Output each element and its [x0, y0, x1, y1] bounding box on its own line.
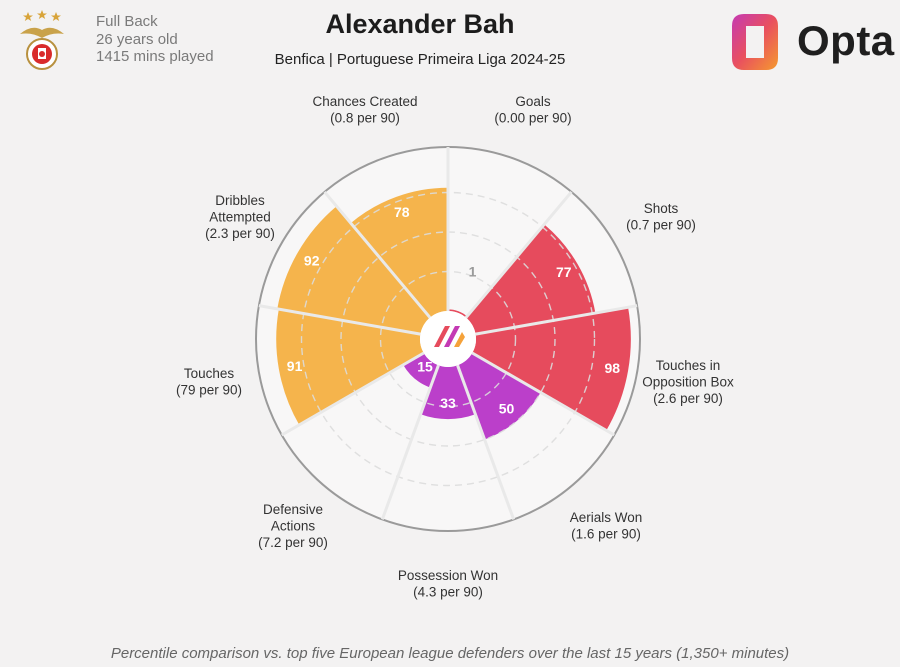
- club-league-subtitle: Benfica | Portuguese Primeira Liga 2024-…: [274, 51, 566, 68]
- sector-divider: [280, 351, 425, 437]
- sector-divider: [475, 304, 638, 336]
- metric-label-line: (7.2 per 90): [258, 535, 328, 550]
- metric-label-line: Aerials Won: [570, 510, 643, 525]
- opta-logo: [732, 14, 778, 70]
- sector-divider: [258, 304, 421, 336]
- metric-label-line: (1.6 per 90): [571, 527, 641, 542]
- metric-label-line: Shots: [644, 201, 679, 216]
- metric-label: Goals (0.00 per 90): [494, 94, 571, 126]
- value-label: 1: [469, 264, 477, 280]
- value-label: 50: [499, 401, 515, 417]
- metric-label-line: Goals: [515, 94, 551, 109]
- grid-ring-50: [340, 231, 556, 447]
- value-label: 98: [605, 360, 621, 376]
- sector-divider: [464, 190, 573, 319]
- metric-label-line: (0.00 per 90): [494, 111, 571, 126]
- metric-label-line: Touches in: [656, 358, 721, 373]
- metric-label-line: Opposition Box: [642, 375, 734, 390]
- metric-label-line: (2.3 per 90): [205, 226, 275, 241]
- metric-label-line: (0.7 per 90): [626, 218, 696, 233]
- player-position: Full Back: [96, 13, 158, 30]
- sector-divider: [456, 364, 516, 520]
- metric-label: Touches in Opposition Box (2.6 per 90): [642, 358, 734, 406]
- metric-label-line: Chances Created: [312, 94, 417, 109]
- player-minutes: 1415 mins played: [96, 48, 214, 65]
- metric-label-line: (4.3 per 90): [413, 585, 483, 600]
- metric-label-line: Actions: [271, 519, 316, 534]
- metric-label: Defensive Actions (7.2 per 90): [258, 502, 328, 550]
- metric-label-line: (0.8 per 90): [330, 111, 400, 126]
- bar-defensive-actions: [403, 353, 439, 388]
- sector-divider: [471, 351, 616, 437]
- center-logo-mark: [444, 326, 460, 347]
- player-name-title: Alexander Bah: [325, 9, 515, 39]
- metric-label: Chances Created (0.8 per 90): [312, 94, 417, 126]
- club-crest-logo: [20, 10, 64, 70]
- metric-label-line: (2.6 per 90): [653, 391, 723, 406]
- value-label: 33: [440, 395, 456, 411]
- value-label: 92: [304, 252, 320, 268]
- metric-label: Dribbles Attempted (2.3 per 90): [205, 193, 275, 241]
- center-logo-mark: [454, 332, 465, 347]
- value-label: 77: [556, 264, 572, 280]
- metric-label-line: (79 per 90): [176, 383, 242, 398]
- metric-label-line: Attempted: [209, 210, 271, 225]
- metric-label-line: Defensive: [263, 502, 323, 517]
- bar-chances-created: [350, 187, 448, 318]
- metric-label: Touches (79 per 90): [176, 366, 242, 398]
- bar-touches-in-opposition-box: [472, 307, 631, 431]
- footnote: Percentile comparison vs. top five Europ…: [110, 645, 790, 662]
- metric-label: Aerials Won (1.6 per 90): [570, 510, 643, 542]
- player-info: Full Back 26 years old 1415 mins played: [96, 13, 214, 66]
- value-label: 78: [394, 204, 410, 220]
- metric-label: Shots (0.7 per 90): [626, 201, 696, 233]
- opta-wordmark: Opta: [797, 17, 895, 64]
- sector-divider: [380, 364, 440, 520]
- metric-label-line: Dribbles: [215, 193, 265, 208]
- player-age: 26 years old: [96, 30, 178, 48]
- value-label: 91: [287, 358, 303, 374]
- bar-dribbles-attempted: [277, 206, 431, 335]
- bar-shots: [465, 224, 596, 335]
- sector-divider: [323, 190, 432, 319]
- metric-label-line: Touches: [184, 366, 235, 381]
- metric-label: Possession Won (4.3 per 90): [398, 568, 498, 600]
- metric-label-line: Possession Won: [398, 568, 498, 583]
- center-hub: [420, 311, 476, 367]
- value-label: 15: [417, 358, 433, 374]
- center-logo-mark: [434, 326, 450, 347]
